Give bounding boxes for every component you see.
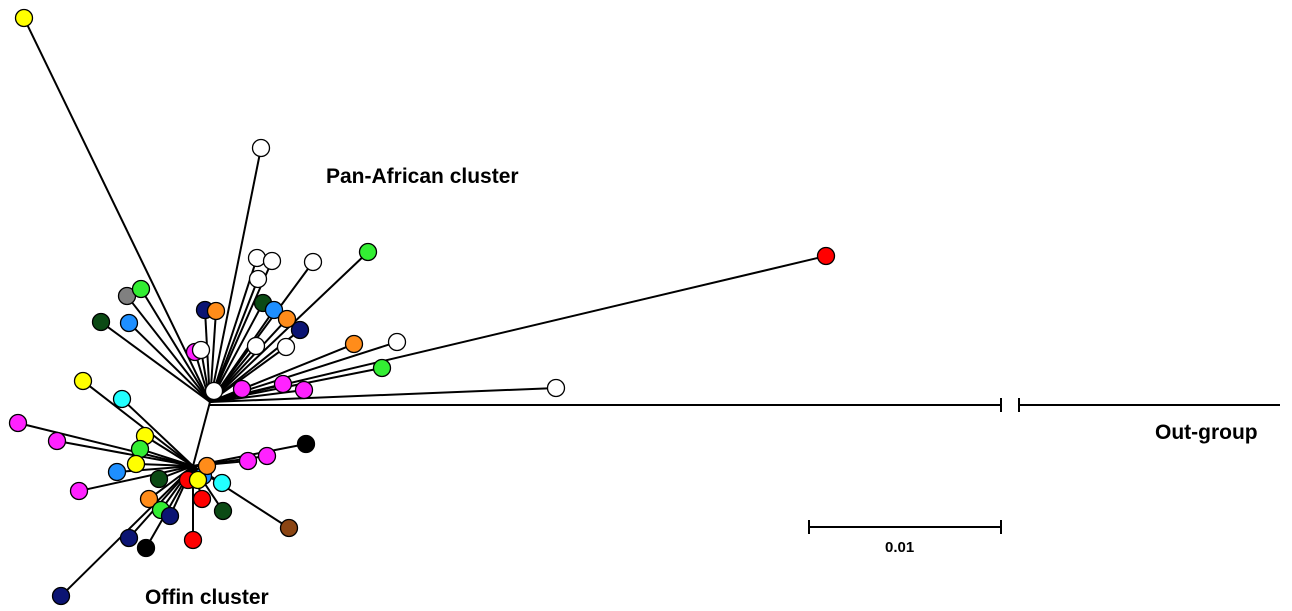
pan-african-leaf-node bbox=[262, 251, 282, 271]
pan-african-leaf-node bbox=[358, 242, 378, 262]
outgroup-label: Out-group bbox=[1155, 421, 1258, 444]
pan-african-leaf-node bbox=[290, 320, 310, 340]
offin-leaf-node bbox=[149, 469, 169, 489]
tree-leaves bbox=[8, 8, 836, 606]
pan-african-branch bbox=[209, 387, 548, 403]
scale-bar-label: 0.01 bbox=[885, 539, 914, 556]
offin-leaf-node bbox=[136, 538, 156, 558]
offin-leaf-node bbox=[183, 530, 203, 550]
offin-leaf-node bbox=[257, 446, 277, 466]
offin-leaf-node bbox=[279, 518, 299, 538]
pan-african-branch bbox=[107, 326, 211, 403]
offin-leaf-node bbox=[238, 451, 258, 471]
offin-leaf-node bbox=[73, 371, 93, 391]
offin-leaf-node bbox=[69, 481, 89, 501]
pan-african-leaf-node bbox=[14, 8, 34, 28]
pan-african-leaf-node bbox=[816, 246, 836, 266]
pan-african-branch bbox=[209, 156, 261, 403]
offin-branch bbox=[151, 439, 194, 467]
pan-african-branch bbox=[131, 302, 211, 403]
pan-african-leaf-node bbox=[294, 380, 314, 400]
offin-branch bbox=[155, 465, 194, 495]
pan-african-leaf-node bbox=[204, 381, 224, 401]
internal-branch bbox=[192, 401, 211, 467]
offin-leaf-node bbox=[112, 389, 132, 409]
pan-african-branch bbox=[209, 257, 363, 403]
offin-branch bbox=[66, 465, 194, 591]
pan-african-leaf-node bbox=[119, 313, 139, 333]
offin-leaf-node bbox=[119, 528, 139, 548]
offin-leaf-node bbox=[139, 489, 159, 509]
offin-branch bbox=[65, 441, 194, 467]
pan-african-leaf-node bbox=[206, 301, 226, 321]
pan-african-leaf-node bbox=[131, 279, 151, 299]
offin-leaf-node bbox=[51, 586, 71, 606]
offin-leaf-node bbox=[8, 413, 28, 433]
pan-african-leaf-node bbox=[251, 138, 271, 158]
outgroup-branch bbox=[210, 398, 1280, 412]
offin-cluster-label: Offin cluster bbox=[145, 586, 269, 609]
pan-african-leaf-node bbox=[303, 252, 323, 272]
offin-leaf-node bbox=[188, 470, 208, 490]
offin-leaf-node bbox=[47, 431, 67, 451]
pan-african-branch bbox=[209, 265, 256, 403]
pan-african-leaf-node bbox=[264, 300, 284, 320]
offin-leaf-node bbox=[130, 439, 150, 459]
pan-african-leaf-node bbox=[372, 358, 392, 378]
pan-african-branch bbox=[209, 256, 818, 403]
pan-african-branch bbox=[144, 295, 211, 403]
offin-leaf-node bbox=[126, 454, 146, 474]
offin-branch bbox=[127, 404, 194, 467]
pan-african-leaf-node bbox=[246, 336, 266, 356]
pan-african-leaf-node bbox=[387, 332, 407, 352]
offin-leaf-node bbox=[107, 462, 127, 482]
pan-african-leaf-node bbox=[277, 309, 297, 329]
offin-leaf-node bbox=[212, 473, 232, 493]
pan-african-branch bbox=[209, 268, 270, 403]
pan-african-leaf-node bbox=[91, 312, 111, 332]
pan-african-leaf-node bbox=[273, 374, 293, 394]
pan-african-branch bbox=[26, 25, 211, 403]
offin-leaf-node bbox=[296, 434, 316, 454]
pan-african-leaf-node bbox=[276, 337, 296, 357]
offin-branch bbox=[89, 385, 194, 467]
offin-branch bbox=[87, 465, 194, 491]
offin-branch bbox=[166, 465, 194, 477]
offin-leaf-node bbox=[213, 501, 233, 521]
pan-african-cluster-label: Pan-African cluster bbox=[326, 165, 519, 188]
offin-branch bbox=[144, 463, 194, 467]
pan-african-leaf-node bbox=[247, 248, 267, 268]
pan-african-leaf-node bbox=[191, 340, 211, 360]
offin-leaf-node bbox=[197, 456, 217, 476]
offin-leaf-node bbox=[192, 489, 212, 509]
pan-african-leaf-node bbox=[248, 269, 268, 289]
offin-branch bbox=[26, 424, 194, 467]
pan-african-leaf-node bbox=[232, 379, 252, 399]
pan-african-leaf-node bbox=[344, 334, 364, 354]
offin-leaf-node bbox=[160, 506, 180, 526]
scale-bar bbox=[808, 520, 1002, 534]
offin-branch bbox=[147, 450, 194, 467]
pan-african-leaf-node bbox=[546, 378, 566, 398]
pan-african-branch bbox=[134, 328, 211, 403]
